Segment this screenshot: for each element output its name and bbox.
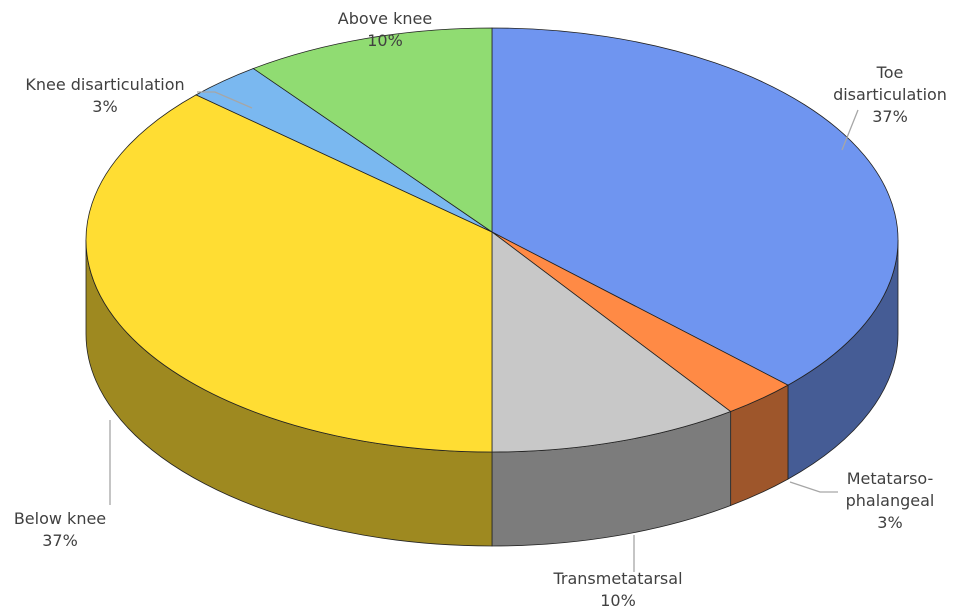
data-label: Toe disarticulation 37% bbox=[825, 62, 955, 128]
category-label: Above knee bbox=[337, 9, 433, 28]
data-label: Knee disarticulation 3% bbox=[25, 74, 184, 118]
pie-slice bbox=[491, 27, 899, 386]
data-label: Metatarso-phalangeal 3% bbox=[835, 468, 945, 534]
category-label: Transmetatarsal bbox=[553, 569, 683, 588]
leader-line bbox=[841, 109, 859, 151]
leader-line bbox=[789, 481, 838, 493]
category-label: Metatarso-phalangeal bbox=[845, 469, 935, 510]
leader-line bbox=[197, 91, 253, 109]
value-label: 10% bbox=[367, 31, 403, 50]
category-label: Below knee bbox=[13, 509, 107, 528]
pie-slice bbox=[85, 94, 493, 453]
category-label: Toe disarticulation bbox=[833, 63, 947, 104]
value-label: 37% bbox=[872, 107, 908, 126]
value-label: 3% bbox=[877, 513, 903, 532]
pie-slice bbox=[491, 231, 732, 453]
value-label: 3% bbox=[92, 97, 118, 116]
data-label: Above knee 10% bbox=[320, 8, 450, 52]
data-label: Transmetatarsal 10% bbox=[553, 568, 683, 612]
value-label: 10% bbox=[600, 591, 636, 610]
pie-slice bbox=[252, 27, 493, 233]
category-label: Knee disarticulation bbox=[25, 75, 185, 94]
data-label: Below knee 37% bbox=[0, 508, 125, 552]
value-label: 37% bbox=[42, 531, 78, 550]
